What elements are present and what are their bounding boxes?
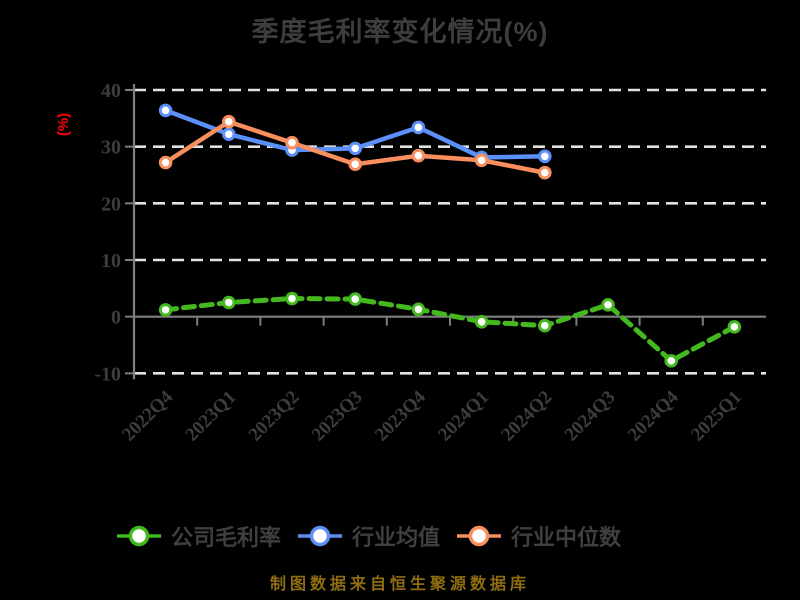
svg-text:2024Q1: 2024Q1	[434, 387, 493, 446]
legend-marker-green-icon	[117, 525, 161, 547]
legend-label-company-margin: 公司毛利率	[171, 525, 282, 550]
legend-label-industry-mean: 行业均值	[352, 525, 441, 550]
legend-label-industry-median: 行业中位数	[511, 525, 622, 550]
legend-marker-blue-icon	[298, 525, 343, 547]
svg-text:2024Q3: 2024Q3	[561, 387, 620, 446]
svg-text:2023Q3: 2023Q3	[308, 387, 367, 446]
svg-text:-10: -10	[94, 363, 121, 385]
svg-text:2023Q4: 2023Q4	[371, 386, 430, 445]
legend: 公司毛利率 行业均值 行业中位数	[116, 520, 621, 552]
svg-text:0: 0	[111, 307, 121, 329]
svg-text:2024Q2: 2024Q2	[497, 387, 556, 446]
legend-marker-orange-icon	[457, 525, 502, 547]
svg-text:10: 10	[101, 250, 121, 272]
svg-text:2025Q1: 2025Q1	[687, 387, 746, 446]
chart-title: 季度毛利率变化情况(%)	[251, 17, 549, 47]
data-source-note: 制图数据来自恒生聚源数据库	[269, 576, 530, 593]
svg-text:2023Q2: 2023Q2	[245, 387, 304, 446]
svg-text:2024Q4: 2024Q4	[624, 386, 683, 445]
legend-item-company-margin: 公司毛利率	[116, 520, 281, 552]
svg-text:40: 40	[101, 80, 121, 102]
svg-text:30: 30	[101, 137, 121, 159]
svg-text:2023Q1: 2023Q1	[181, 387, 240, 446]
svg-text:20: 20	[101, 193, 121, 215]
svg-text:2022Q4: 2022Q4	[118, 386, 177, 445]
legend-item-industry-mean: 行业均值	[297, 520, 440, 552]
legend-item-industry-median: 行业中位数	[456, 520, 621, 552]
